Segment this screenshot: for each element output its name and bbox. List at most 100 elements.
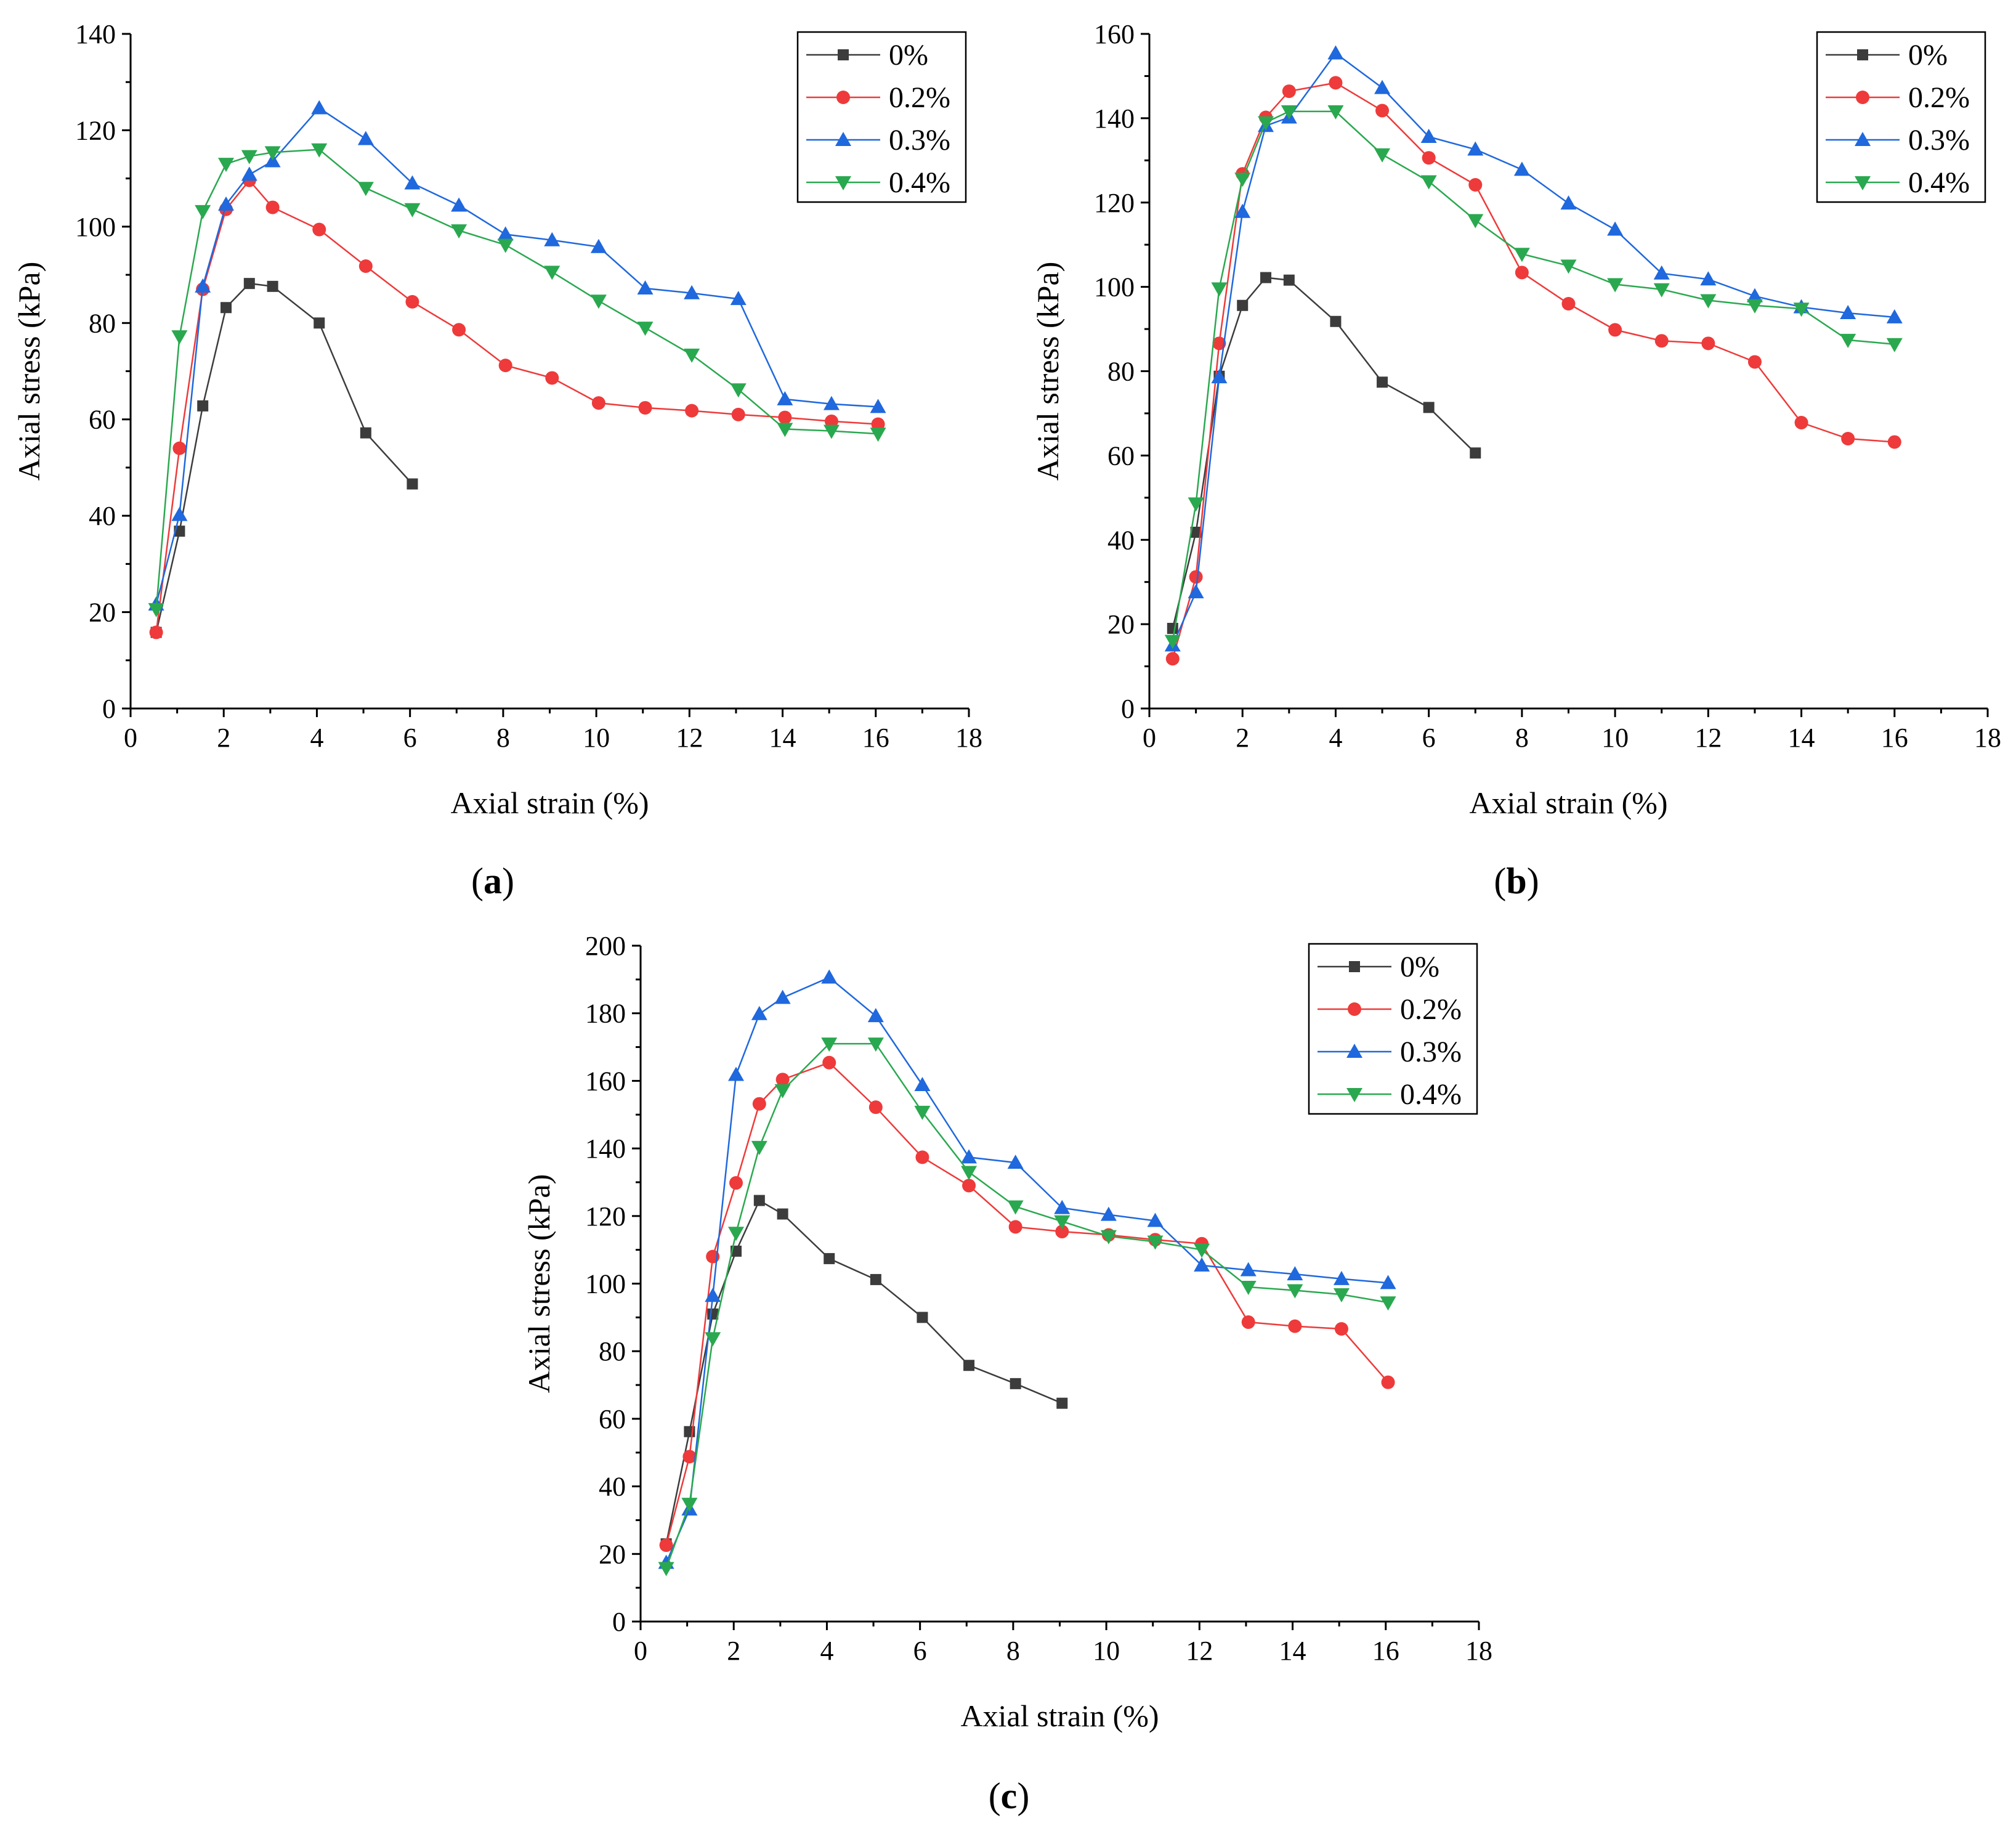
series-0.3% [1164, 45, 1903, 652]
y-tick-label: 160 [1094, 19, 1135, 49]
data-point [1010, 1378, 1021, 1389]
y-tick-label: 180 [585, 999, 626, 1029]
data-point [1234, 203, 1251, 218]
x-tick-label: 16 [1372, 1636, 1399, 1666]
data-point [171, 506, 188, 521]
legend-box [796, 31, 967, 203]
x-tick-label: 8 [496, 723, 510, 753]
data-point [1420, 175, 1437, 190]
data-point [1260, 272, 1272, 283]
data-point [728, 1066, 745, 1081]
data-point [1840, 305, 1856, 320]
data-point [1423, 402, 1435, 413]
data-point [774, 1084, 791, 1098]
legend-entry: 0.3% [1826, 124, 1970, 156]
data-point [1334, 1322, 1348, 1336]
data-point [241, 150, 257, 164]
x-tick-label: 10 [583, 723, 610, 753]
x-tick-label: 10 [1601, 723, 1629, 753]
data-point [1008, 1220, 1022, 1234]
data-point [1211, 369, 1228, 384]
data-point [777, 391, 793, 405]
data-point [218, 158, 235, 173]
x-tick-label: 10 [1093, 1636, 1120, 1666]
data-point [637, 322, 654, 336]
data-point [405, 294, 419, 309]
data-point [705, 1332, 721, 1347]
data-point [1467, 141, 1484, 156]
data-point [681, 1498, 698, 1512]
data-point [1330, 315, 1342, 327]
x-tick-label: 0 [634, 1636, 647, 1666]
data-point [914, 1105, 931, 1120]
data-point [1700, 271, 1717, 286]
legend-marker [1855, 132, 1871, 146]
data-point [1746, 288, 1763, 302]
data-point [1147, 1235, 1164, 1250]
legend: 0% 0.2% 0.3% 0.4% [796, 31, 967, 203]
data-point [914, 1076, 931, 1091]
data-point [870, 399, 886, 413]
y-tick-label: 60 [89, 405, 116, 435]
legend-entry: 0.3% [806, 124, 950, 156]
legend-label: 0.3% [889, 124, 950, 156]
y-axis-title: Axial stress (kPa) [12, 262, 46, 481]
legend-entry: 0.4% [806, 166, 950, 199]
legend-label: 0.4% [889, 166, 950, 199]
legend-entry: 0.4% [1318, 1078, 1462, 1111]
legend-entry: 0% [1826, 39, 1948, 71]
y-tick-label: 120 [75, 115, 116, 145]
data-point [1234, 173, 1251, 187]
legend-label: 0.2% [1908, 81, 1970, 114]
legend-marker [838, 49, 849, 60]
legend-marker [1855, 176, 1871, 190]
y-tick-label: 80 [89, 308, 116, 338]
data-point [752, 1097, 766, 1111]
data-point [870, 428, 886, 442]
data-point [544, 266, 561, 280]
data-point [1283, 274, 1295, 286]
data-point [264, 146, 281, 161]
data-point [1212, 336, 1226, 351]
data-point [1468, 178, 1483, 192]
series-0.4% [1164, 105, 1903, 649]
data-point [241, 166, 257, 181]
data-point [1653, 283, 1670, 298]
y-tick-label: 0 [102, 694, 116, 724]
data-point [1607, 221, 1624, 236]
chart-panel-c: 0 2 4 6 8 10 12 14 16 180204060801001201401601802… [522, 931, 1492, 1816]
y-tick-label: 20 [1107, 609, 1135, 639]
y-tick-label: 120 [1094, 188, 1135, 218]
data-point [1007, 1200, 1024, 1215]
data-point [1886, 338, 1903, 352]
y-tick-label: 0 [1121, 694, 1135, 724]
data-point [730, 383, 747, 398]
data-point [407, 478, 418, 490]
data-point [684, 285, 700, 299]
data-point [149, 625, 163, 639]
data-point [590, 294, 607, 309]
legend-label: 0% [1908, 39, 1948, 71]
x-tick-label: 16 [862, 723, 889, 753]
data-point [1700, 294, 1717, 309]
data-point [404, 203, 421, 217]
series-0% [660, 1195, 1068, 1549]
data-point [1189, 570, 1203, 584]
x-axis-title: Axial strain (%) [450, 786, 649, 820]
legend-label: 0.3% [1908, 124, 1970, 156]
data-point [1241, 1315, 1255, 1330]
legend-label: 0.2% [889, 81, 950, 114]
data-point [775, 1073, 790, 1087]
data-point [590, 238, 607, 253]
data-point [824, 1253, 835, 1264]
data-point [1561, 297, 1576, 311]
data-point [1420, 128, 1437, 143]
data-point [497, 226, 514, 241]
legend-entry: 0.2% [1318, 993, 1462, 1026]
data-point [777, 423, 793, 437]
legend-entry: 0.4% [1826, 166, 1970, 199]
x-tick-label: 8 [1006, 1636, 1020, 1666]
x-tick-label: 2 [1236, 723, 1249, 753]
series-0.4% [148, 143, 886, 617]
data-point [1327, 45, 1344, 60]
